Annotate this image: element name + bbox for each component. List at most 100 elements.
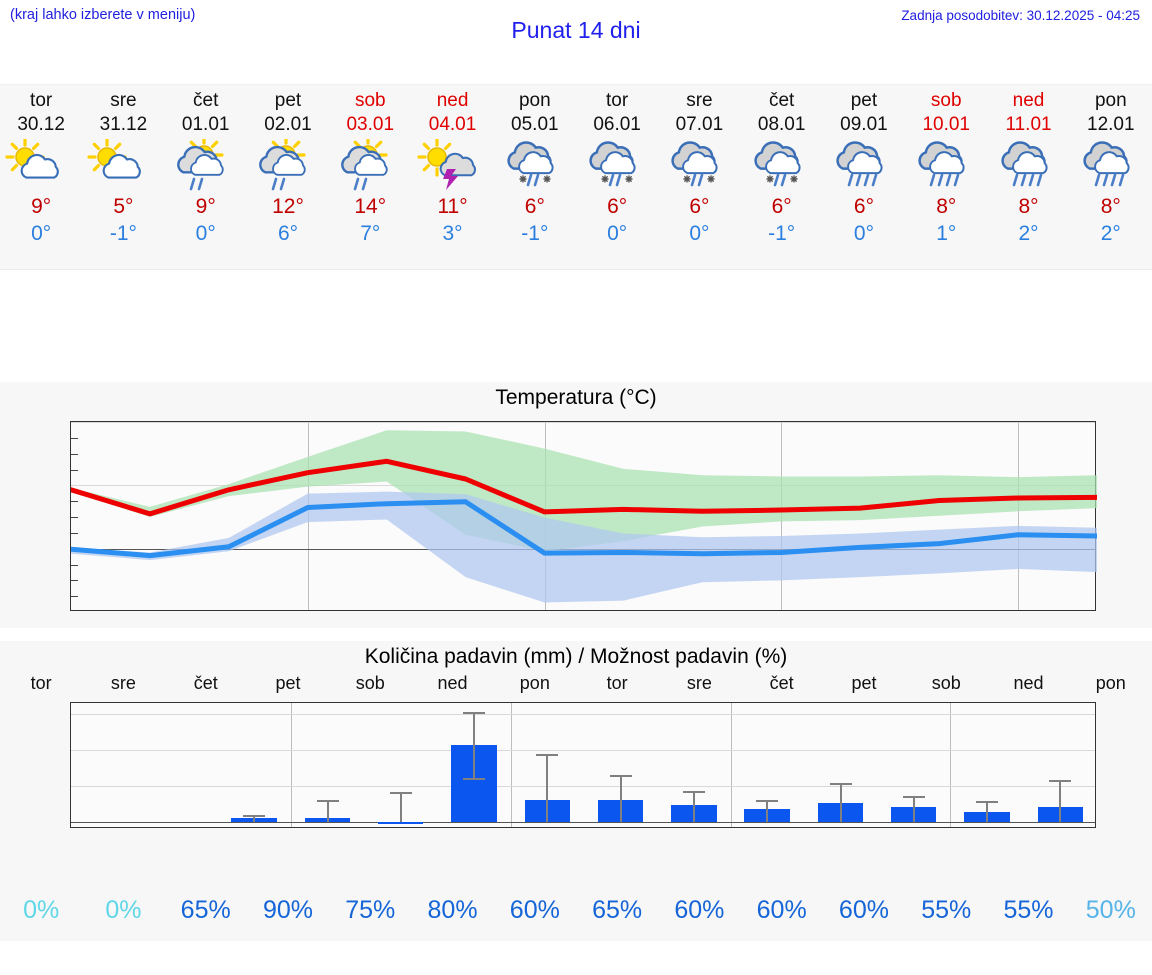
day-of-week-label: čet [193, 90, 219, 111]
forecast-day-column[interactable]: čet 01.01 9° 0° [165, 85, 247, 269]
forecast-day-column[interactable]: sre 07.01 6° 0° [658, 85, 740, 269]
precipitation-probability-label: 0% [23, 896, 60, 924]
day-date-label: 09.01 [840, 114, 888, 135]
max-temperature-label: 6° [771, 195, 792, 218]
precipitation-day-label: tor [30, 673, 52, 693]
precipitation-bar[interactable] [378, 821, 424, 824]
max-temperature-label: 12° [272, 195, 304, 218]
forecast-day-column[interactable]: pon 05.01 6° -1° [494, 85, 576, 269]
max-temperature-label: 6° [524, 195, 545, 218]
cloud-rain-icon [828, 139, 900, 191]
sun-thunderstorm-icon [416, 139, 489, 191]
precipitation-day-labels: tor sre čet pet sob ned pon tor sre čet pet sob ned p… [0, 673, 1152, 697]
min-temperature-label: 0° [607, 222, 628, 245]
precipitation-probability-label: 80% [427, 896, 478, 924]
precipitation-day-label: ned [1013, 673, 1044, 693]
day-of-week-label: tor [606, 90, 629, 111]
precipitation-day-label: pon [519, 673, 550, 693]
precipitation-error-bar [766, 799, 769, 822]
precipitation-probability-label: 60% [509, 896, 560, 924]
sun-cloud-rain-icon [170, 139, 242, 191]
forecast-day-column[interactable]: sre 31.12 5° -1° [82, 85, 164, 269]
precipitation-error-cap [976, 800, 999, 803]
day-of-week-label: sre [686, 90, 713, 111]
min-temperature-label: 0° [689, 222, 710, 245]
min-temperature-label: 1° [936, 222, 957, 245]
day-of-week-label: čet [768, 90, 795, 111]
cloud-sleet-icon [746, 139, 818, 191]
axis-minor-tick [71, 596, 78, 598]
precipitation-probability-label: 65% [180, 896, 231, 924]
precipitation-day-label: sre [686, 673, 712, 693]
forecast-day-column[interactable]: pet 02.01 12° 6° [247, 85, 329, 269]
chart-gridline [71, 821, 1095, 823]
cloud-sleet-icon [581, 139, 653, 191]
precipitation-error-cap [316, 800, 339, 803]
precipitation-error-cap [609, 775, 632, 778]
precipitation-error-bar [912, 795, 915, 822]
cloud-rain-icon [1075, 139, 1147, 191]
chart-vertical-gridline [950, 703, 952, 827]
cloud-rain-icon [993, 139, 1065, 191]
min-temperature-label: 3° [442, 222, 463, 245]
precipitation-day-label: pet [851, 673, 877, 693]
day-of-week-label: pet [274, 90, 302, 111]
temperature-plot-area [70, 421, 1097, 611]
max-temperature-label: 8° [1100, 195, 1121, 218]
day-date-label: 11.01 [1005, 114, 1052, 135]
precipitation-error-cap [756, 799, 779, 802]
precipitation-probability-label: 0% [105, 896, 142, 924]
temperature-chart-title: Temperatura (°C) [495, 386, 657, 409]
forecast-day-column[interactable]: pon 12.01 8° 2° [1070, 85, 1152, 269]
max-temperature-label: 6° [607, 195, 628, 218]
day-of-week-label: ned [436, 90, 469, 111]
day-date-label: 03.01 [346, 114, 395, 135]
precipitation-probability-label: 60% [838, 896, 889, 924]
max-temperature-label: 5° [113, 195, 134, 218]
sun-cloud-rain-icon [252, 139, 324, 191]
day-date-label: 08.01 [757, 114, 806, 135]
precipitation-error-bar [253, 815, 256, 822]
precipitation-error-cap [243, 815, 266, 818]
forecast-day-column[interactable]: ned 11.01 8° 2° [987, 85, 1069, 269]
precipitation-probability-label: 60% [674, 896, 725, 924]
max-temperature-label: 11° [437, 195, 468, 218]
forecast-day-column[interactable]: pet 09.01 6° 0° [823, 85, 905, 269]
chart-vertical-gridline [730, 703, 732, 827]
forecast-day-column[interactable]: tor 30.12 9° 0° [0, 85, 82, 269]
precipitation-error-cap [536, 754, 559, 757]
precipitation-chart-title: Količina padavin (mm) / Možnost padavin … [364, 645, 788, 668]
precipitation-day-label: sob [355, 673, 385, 693]
temperature-line-series [71, 458, 1097, 517]
precipitation-error-bar [546, 754, 549, 822]
forecast-day-column[interactable]: ned 04.01 11° 3° [411, 85, 493, 269]
precipitation-error-bar [399, 792, 402, 822]
precipitation-chart-panel: Količina padavin (mm) / Možnost padavin … [0, 641, 1152, 941]
sun-cloud-rain-icon [334, 139, 406, 191]
max-temperature-label: 9° [31, 195, 52, 218]
precipitation-probability-label: 55% [1003, 896, 1054, 924]
precipitation-error-bar [692, 791, 695, 822]
precipitation-plot-area [70, 702, 1096, 828]
day-date-label: 30.12 [17, 114, 65, 135]
day-of-week-label: sob [354, 90, 386, 111]
day-of-week-label: tor [30, 90, 53, 111]
temperature-line-series [71, 499, 1097, 559]
precipitation-probability-label: 65% [592, 896, 643, 924]
sun-cloud-icon [5, 139, 77, 191]
chart-vertical-gridline [1018, 422, 1020, 610]
precipitation-error-cap [463, 777, 486, 780]
forecast-day-column[interactable]: sob 10.01 8° 1° [905, 85, 987, 269]
cloud-sleet-icon [499, 139, 571, 191]
min-temperature-label: 7° [360, 222, 381, 245]
forecast-day-column[interactable]: tor 06.01 6° 0° [576, 85, 658, 269]
precipitation-day-label: pet [275, 673, 301, 693]
min-temperature-label: 0° [195, 222, 216, 245]
forecast-day-column[interactable]: čet 08.01 6° -1° [741, 85, 823, 269]
axis-minor-tick [71, 501, 78, 503]
min-temperature-label: 0° [853, 222, 874, 245]
axis-minor-tick [71, 580, 78, 582]
forecast-day-column[interactable]: sob 03.01 14° 7° [329, 85, 411, 269]
temperature-series-svg [71, 430, 1097, 603]
